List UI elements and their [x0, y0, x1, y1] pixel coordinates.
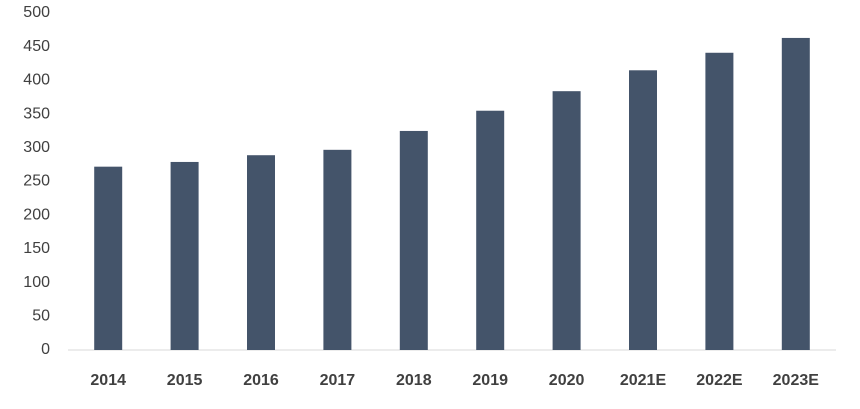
x-tick-label: 2015 [167, 372, 203, 389]
x-tick-label: 2023E [773, 372, 820, 389]
bar [94, 166, 123, 350]
bar [476, 110, 505, 350]
x-tick-label: 2018 [396, 372, 432, 389]
y-tick-label: 50 [32, 308, 50, 325]
bar [629, 70, 657, 350]
y-tick-label: 100 [23, 274, 50, 291]
bar [552, 91, 581, 351]
y-tick-label: 200 [23, 206, 50, 223]
y-tick-label: 450 [23, 38, 50, 55]
y-tick-label: 500 [23, 4, 50, 21]
x-tick-label: 2022E [696, 372, 743, 389]
y-tick-label: 250 [23, 173, 50, 190]
bar [170, 161, 199, 350]
x-tick-label: 2021E [620, 372, 667, 389]
bar [781, 37, 810, 351]
y-tick-label: 150 [23, 240, 50, 257]
x-tick-label: 2017 [320, 372, 356, 389]
bar [705, 52, 734, 351]
bar [247, 155, 275, 350]
x-tick-label: 2016 [243, 372, 279, 389]
y-tick-label: 0 [41, 341, 50, 358]
x-tick-label: 2019 [472, 372, 508, 389]
x-tick-label: 2014 [90, 372, 126, 389]
bar [399, 130, 428, 350]
y-tick-label: 300 [23, 139, 50, 156]
x-tick-label: 2020 [549, 372, 585, 389]
bar [323, 149, 352, 350]
y-tick-label: 350 [23, 105, 50, 122]
y-tick-label: 400 [23, 72, 50, 89]
